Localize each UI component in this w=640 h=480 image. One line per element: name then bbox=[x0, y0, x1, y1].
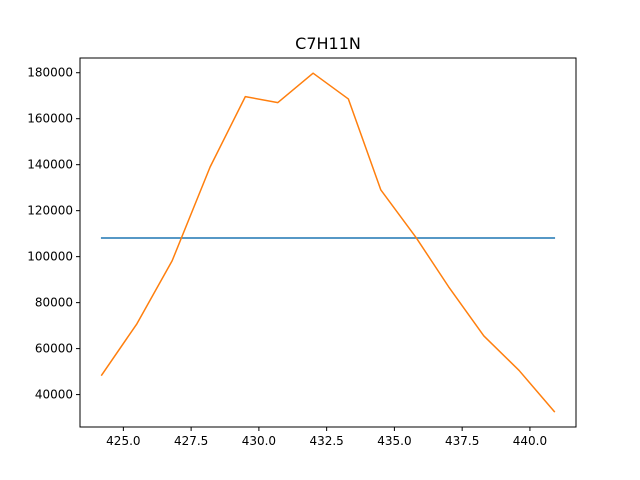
y-tick-label: 60000 bbox=[35, 342, 73, 356]
x-tick-label: 435.0 bbox=[377, 434, 411, 448]
x-tick-label: 437.5 bbox=[445, 434, 479, 448]
y-tick-label: 140000 bbox=[27, 158, 73, 172]
series-layer bbox=[100, 72, 556, 413]
x-tick-label: 430.0 bbox=[242, 434, 276, 448]
x-tick-label: 425.0 bbox=[106, 434, 140, 448]
x-tick-label: 427.5 bbox=[174, 434, 208, 448]
y-tick-label: 100000 bbox=[27, 250, 73, 264]
plot-frame bbox=[79, 57, 577, 428]
x-tick-label: 440.0 bbox=[513, 434, 547, 448]
y-tick-label: 180000 bbox=[27, 66, 73, 80]
y-tick-label: 80000 bbox=[35, 296, 73, 310]
x-axis: 425.0 427.5 430.0 432.5 435.0 437.5 440.0 bbox=[106, 427, 547, 448]
series-line-2 bbox=[100, 72, 556, 413]
x-tick-label: 432.5 bbox=[309, 434, 343, 448]
y-tick-label: 40000 bbox=[35, 388, 73, 402]
y-tick-label: 120000 bbox=[27, 204, 73, 218]
chart-title: C7H11N bbox=[295, 34, 361, 53]
y-axis: 40000 60000 80000 100000 120000 140000 160000 1… bbox=[27, 66, 80, 402]
y-tick-label: 160000 bbox=[27, 112, 73, 126]
